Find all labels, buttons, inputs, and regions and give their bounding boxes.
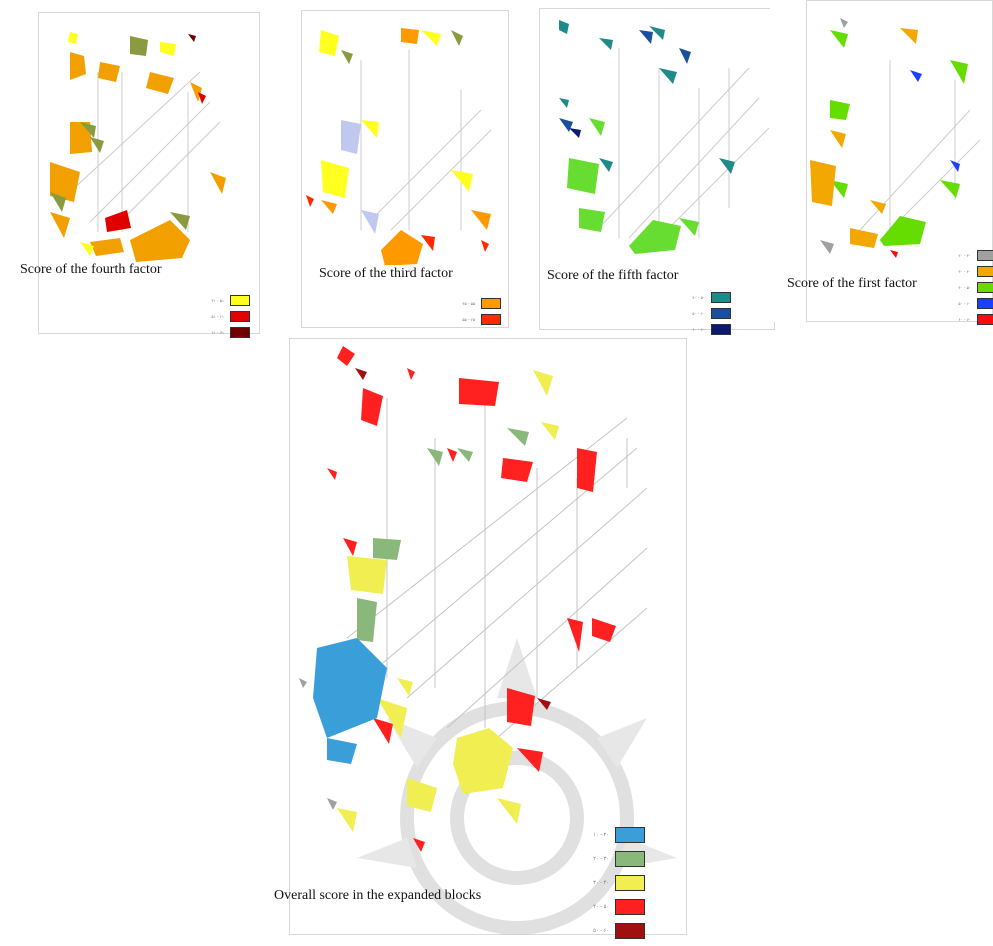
map-overall: [299, 346, 648, 852]
legend-item: ۱۰ - ۲۰: [593, 826, 645, 844]
legend-item: ۴۰ - ۵۰: [692, 291, 731, 304]
map-frame: [301, 10, 509, 328]
legend-item: ۶۰ - ۷۰: [958, 313, 993, 326]
legend-item: ۳۰ - ۴۰: [958, 265, 993, 278]
panel-title: Overall score in the expanded blocks: [274, 888, 482, 903]
legend-swatch: [711, 308, 731, 319]
legend-swatch: [230, 327, 250, 338]
legend-swatch: [977, 266, 993, 277]
map-panel-fifth-factor: Score of the fifth factor ۴۰ - ۵۰ ۵۰ - ۶…: [539, 8, 775, 335]
map-blocks: [50, 52, 226, 262]
panel-title: Score of the first factor: [787, 276, 917, 291]
legend-item: ۴۰ - ۵۰: [958, 281, 993, 294]
legend-swatch: [230, 311, 250, 322]
map-panel-third-factor: Score of the third factor ۴۵ - ۵۵ ۵۵ - ۶…: [301, 10, 509, 328]
panel-title: Score of the third factor: [319, 266, 453, 281]
legend-item: ۴۰ - ۵۰: [593, 898, 645, 916]
legend-item: ۶۱ - ۷۱: [211, 326, 250, 339]
legend-item: ۵۰ - ۶۰: [692, 307, 731, 320]
watermark-emblem: [357, 638, 677, 935]
panel-title: Score of the fifth factor: [547, 268, 679, 283]
legend-item: ۲۰ - ۳۰: [958, 249, 993, 262]
map-panel-overall: Overall score in the expanded blocks ۱۰ …: [247, 338, 687, 939]
legend-swatch: [615, 875, 645, 891]
legend: ۲۰ - ۳۰ ۳۰ - ۴۰ ۴۰ - ۵۰ ۵۰ - ۶۰ ۶۰ - ۷۰: [958, 249, 993, 329]
legend-swatch: [977, 250, 993, 261]
legend: ۴۱ - ۵۱ ۵۱ - ۶۱ ۶۱ - ۷۱: [211, 294, 250, 342]
map-first-factor: [810, 18, 981, 258]
legend-swatch: [615, 899, 645, 915]
legend-item: ۵۱ - ۶۱: [211, 310, 250, 323]
legend-swatch: [230, 295, 250, 306]
legend-item: ۲۰ - ۳۰: [593, 850, 645, 868]
map-third-factor: [306, 28, 492, 265]
legend-swatch: [615, 827, 645, 843]
legend-item: ۵۰ - ۶۰: [958, 297, 993, 310]
legend: ۱۰ - ۲۰ ۲۰ - ۳۰ ۳۰ - ۴۰ ۴۰ - ۵۰ ۵۰ - ۶۰: [593, 826, 645, 946]
legend-swatch: [615, 923, 645, 939]
map-panel-first-factor: Score of the first factor ۲۰ - ۳۰ ۳۰ - ۴…: [770, 0, 993, 325]
legend-item: ۶۰ - ۷۰: [692, 323, 731, 336]
map-fifth-factor: [559, 20, 770, 254]
legend-item: ۳۰ - ۴۰: [593, 874, 645, 892]
legend-swatch: [977, 282, 993, 293]
map-panel-fourth-factor: Score of the fourth factor ۴۱ - ۵۱ ۵۱ - …: [10, 12, 272, 338]
legend-swatch: [977, 298, 993, 309]
legend-item: ۴۱ - ۵۱: [211, 294, 250, 307]
legend-item: ۴۵ - ۵۵: [462, 297, 501, 310]
legend: ۴۰ - ۵۰ ۵۰ - ۶۰ ۶۰ - ۷۰: [692, 291, 731, 339]
legend-swatch: [711, 292, 731, 303]
panel-title: Score of the fourth factor: [20, 262, 162, 277]
legend-swatch: [711, 324, 731, 335]
legend-swatch: [977, 314, 993, 325]
legend: ۴۵ - ۵۵ ۵۵ - ۶۵: [462, 297, 501, 329]
legend-swatch: [615, 851, 645, 867]
legend-item: ۵۵ - ۶۵: [462, 313, 501, 326]
legend-swatch: [481, 314, 501, 325]
legend-item: ۵۰ - ۶۰: [593, 922, 645, 940]
legend-swatch: [481, 298, 501, 309]
map-frame: [38, 12, 260, 334]
map-fourth-factor: [50, 32, 226, 262]
